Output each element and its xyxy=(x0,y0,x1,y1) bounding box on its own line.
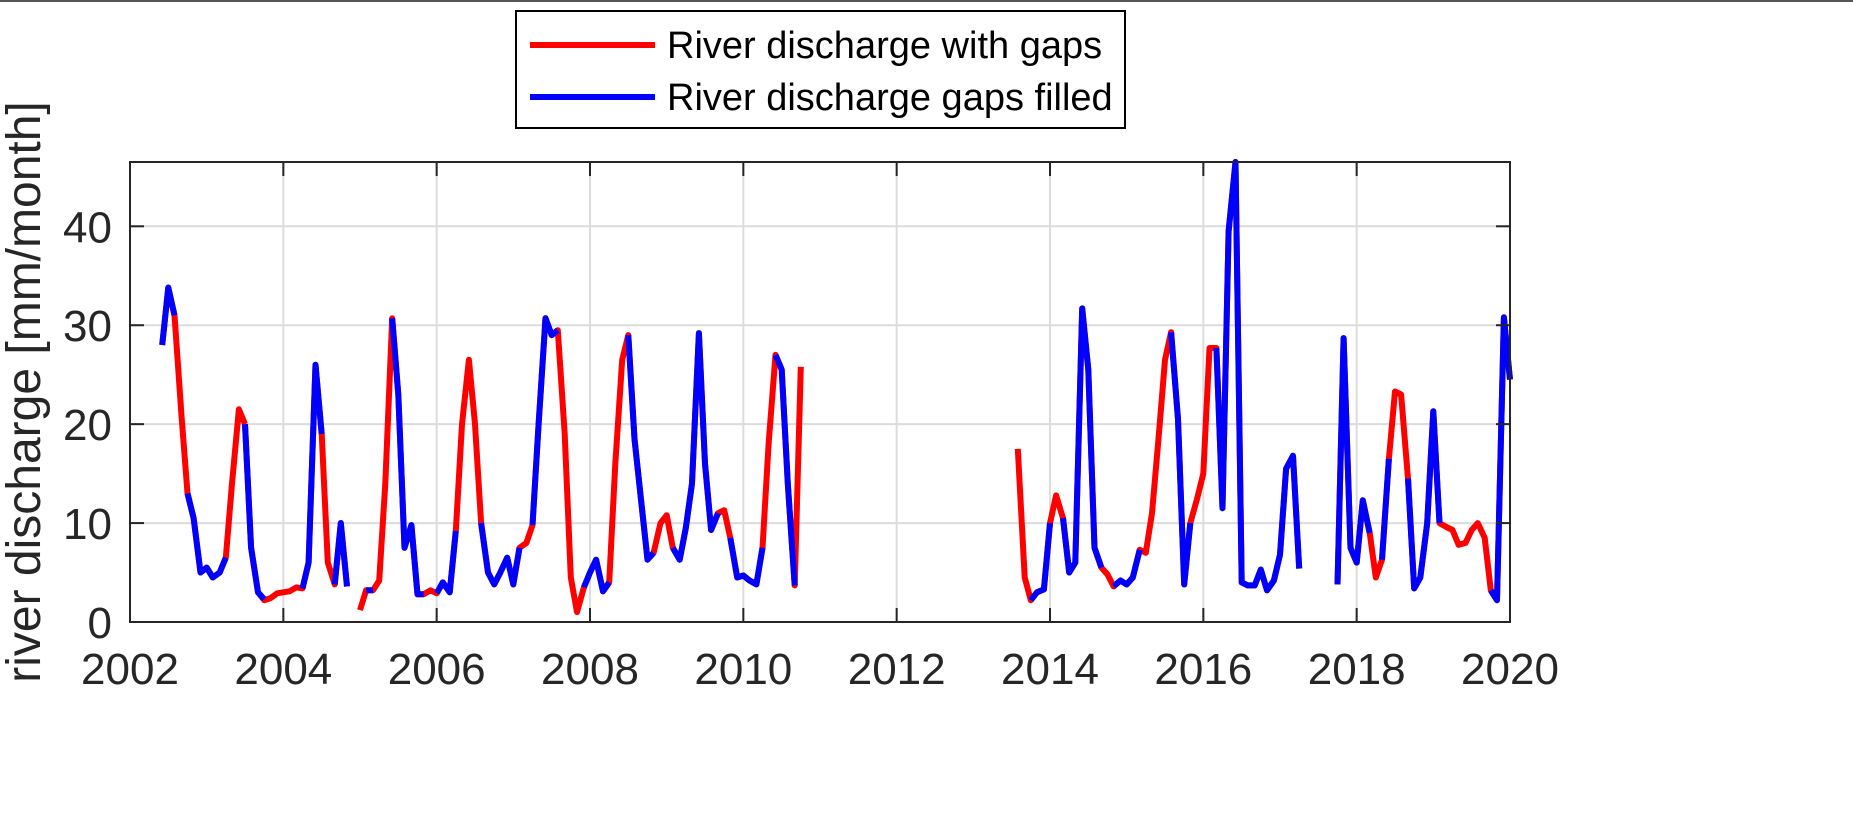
series-with-gaps xyxy=(159,159,1513,616)
axes-box xyxy=(129,161,1511,623)
series-line xyxy=(529,315,560,526)
series-line xyxy=(299,361,325,590)
y-tick-label: 30 xyxy=(63,302,112,351)
series-line xyxy=(1014,159,1303,604)
series-line xyxy=(727,537,766,588)
series-line xyxy=(357,315,804,616)
tick-labels: 2002 2004 2006 2008 2010 2012 2014 2016 2018 2020… xyxy=(63,203,1559,694)
legend-box xyxy=(515,10,1126,129)
legend-label-gaps-filled: River discharge gaps filled xyxy=(667,77,1113,119)
series-layer xyxy=(159,159,1513,616)
series-line xyxy=(159,284,248,581)
series-line xyxy=(670,330,721,563)
x-tick-label: 2008 xyxy=(541,645,639,694)
series-line xyxy=(1168,331,1194,588)
y-tick-label: 0 xyxy=(88,599,112,648)
series-line xyxy=(1334,335,1373,585)
x-tick-label: 2014 xyxy=(1001,645,1099,694)
series-line xyxy=(434,530,459,596)
series-line xyxy=(1213,159,1303,594)
x-tick-label: 2012 xyxy=(848,645,946,694)
series-gaps-filled xyxy=(159,159,1513,604)
series-line xyxy=(242,361,350,604)
y-tick-label: 10 xyxy=(63,500,112,549)
legend-label-with-gaps: River discharge with gaps xyxy=(667,25,1102,67)
x-tick-label: 2018 xyxy=(1308,645,1406,694)
ticks xyxy=(129,162,1511,623)
series-line xyxy=(184,492,229,581)
series-line xyxy=(772,353,798,586)
x-tick-label: 2010 xyxy=(694,645,792,694)
series-line xyxy=(581,556,612,595)
series-line xyxy=(159,284,178,346)
y-axis-label: river discharge [mm/month] xyxy=(0,101,51,683)
series-line xyxy=(478,522,523,588)
y-tick-label: 40 xyxy=(63,203,112,252)
legend: River discharge with gaps River discharg… xyxy=(515,10,1126,129)
x-tick-label: 2020 xyxy=(1461,645,1559,694)
series-line xyxy=(1111,549,1143,589)
series-line xyxy=(1028,522,1053,603)
series-line xyxy=(242,424,267,602)
series-line xyxy=(1060,305,1105,576)
series-line xyxy=(389,318,424,598)
series-line xyxy=(625,334,656,563)
series-line xyxy=(1488,314,1513,604)
series-line xyxy=(331,520,350,587)
series-line xyxy=(1379,458,1392,560)
x-tick-label: 2002 xyxy=(81,645,179,694)
y-tick-label: 20 xyxy=(63,401,112,450)
series-line xyxy=(1405,408,1443,592)
x-tick-label: 2016 xyxy=(1154,645,1252,694)
x-tick-label: 2006 xyxy=(388,645,486,694)
x-tick-label: 2004 xyxy=(234,645,332,694)
